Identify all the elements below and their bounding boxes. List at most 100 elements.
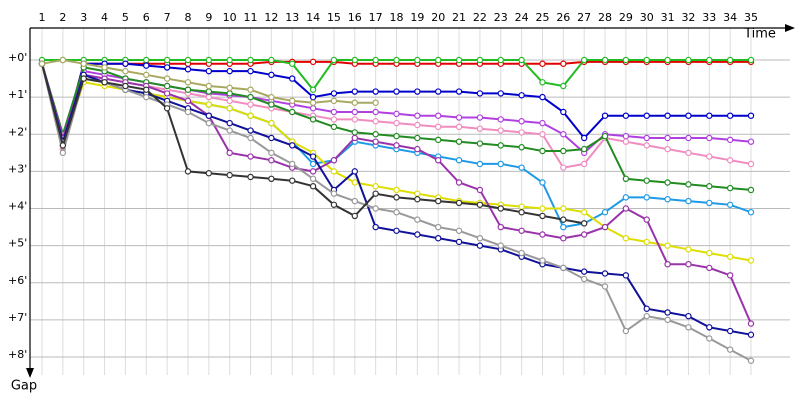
point <box>685 324 692 331</box>
point <box>601 112 609 119</box>
point <box>351 88 358 95</box>
point <box>143 86 150 93</box>
point <box>706 183 713 190</box>
x-tick-label: 19 <box>410 11 424 24</box>
point <box>184 66 192 73</box>
point <box>560 216 567 223</box>
x-tick-label: 24 <box>515 11 529 24</box>
point <box>685 149 692 157</box>
point <box>184 168 192 175</box>
point <box>351 116 358 123</box>
point <box>539 212 546 220</box>
point <box>747 357 755 364</box>
point <box>226 119 233 127</box>
point <box>435 123 442 131</box>
point <box>726 272 734 279</box>
point <box>393 88 400 95</box>
x-tick-label: 28 <box>598 11 612 24</box>
x-axis-arrow <box>785 24 795 32</box>
point <box>226 149 233 157</box>
point <box>247 134 254 142</box>
point <box>685 312 692 320</box>
point <box>580 231 588 238</box>
point <box>539 93 546 101</box>
point <box>476 242 484 249</box>
point <box>706 249 713 257</box>
point <box>59 142 67 149</box>
point <box>622 194 630 201</box>
point <box>664 242 671 249</box>
point <box>539 60 546 67</box>
point <box>372 131 379 138</box>
x-tick-label: 9 <box>205 11 212 24</box>
point <box>560 205 567 212</box>
point <box>643 56 650 64</box>
point <box>351 179 358 186</box>
point <box>622 175 630 182</box>
point <box>247 127 254 134</box>
point <box>455 88 463 95</box>
point <box>393 194 400 201</box>
x-tick-label: 23 <box>494 11 508 24</box>
point <box>664 309 671 316</box>
point <box>289 160 296 168</box>
point <box>184 56 192 64</box>
point <box>664 112 671 119</box>
point <box>622 234 630 242</box>
point <box>393 110 400 118</box>
point <box>226 90 233 97</box>
point <box>747 112 755 119</box>
point <box>143 71 150 79</box>
x-tick-label: 11 <box>244 11 258 24</box>
point <box>309 175 317 182</box>
point <box>643 177 650 184</box>
point <box>122 82 129 90</box>
point <box>664 56 671 64</box>
point <box>560 223 567 231</box>
point <box>351 108 358 116</box>
point <box>351 129 358 136</box>
point <box>226 127 233 134</box>
point <box>393 227 400 234</box>
x-tick-label: 22 <box>473 11 487 24</box>
point <box>476 90 484 97</box>
point <box>414 112 421 119</box>
point <box>726 201 734 208</box>
point <box>455 56 463 64</box>
point <box>163 56 171 64</box>
point <box>184 97 192 105</box>
point <box>226 105 233 112</box>
y-tick-label: +8' <box>8 348 27 361</box>
point <box>580 275 588 283</box>
point <box>226 84 233 92</box>
point <box>393 132 400 140</box>
point <box>706 134 713 142</box>
point <box>539 119 546 127</box>
point <box>580 56 588 64</box>
x-tick-label: 3 <box>80 11 87 24</box>
point <box>309 105 317 112</box>
point <box>539 205 546 212</box>
point <box>205 170 213 177</box>
point <box>560 108 567 116</box>
point <box>226 97 233 105</box>
point <box>622 138 630 145</box>
point <box>268 101 275 108</box>
point <box>580 134 588 142</box>
point <box>226 67 233 75</box>
point <box>205 101 213 108</box>
x-tick-label: 31 <box>661 11 675 24</box>
point <box>38 60 46 67</box>
point <box>393 119 400 127</box>
point <box>372 118 379 125</box>
point <box>351 99 358 106</box>
point <box>685 246 692 253</box>
point <box>497 127 504 134</box>
y-tick-label: +6' <box>8 274 27 287</box>
point <box>143 62 150 69</box>
point <box>101 79 108 86</box>
point <box>393 56 400 64</box>
point <box>455 157 463 164</box>
point <box>706 264 713 272</box>
point <box>372 108 379 116</box>
